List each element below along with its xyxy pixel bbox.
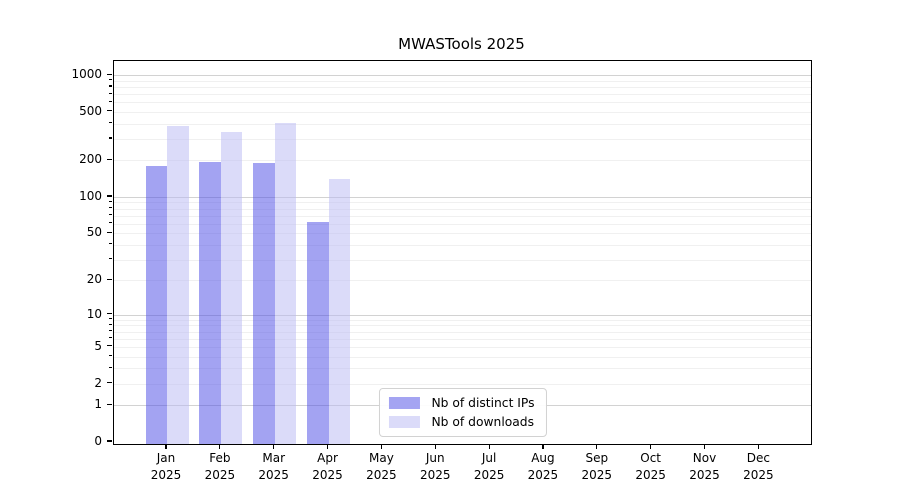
x-axis-label: Aug 2025 <box>527 451 559 482</box>
x-axis-label: Sep 2025 <box>581 451 613 482</box>
y-axis-label: 50 <box>86 225 102 240</box>
y-axis-minor-tick <box>109 79 112 81</box>
y-axis-minor-tick <box>109 323 112 325</box>
y-axis-minor-tick <box>109 318 112 320</box>
minor-gridline <box>114 86 811 88</box>
y-axis-label: 200 <box>79 152 102 167</box>
x-axis-label: Oct 2025 <box>635 451 666 482</box>
y-axis-minor-tick <box>109 207 112 209</box>
y-axis-tick <box>107 382 112 384</box>
y-axis-tick <box>107 345 112 347</box>
legend-swatch-distinct-ips-icon <box>388 397 420 409</box>
y-axis-tick <box>107 278 112 280</box>
y-axis-tick <box>107 73 112 75</box>
y-axis-tick <box>107 231 112 233</box>
y-axis-minor-tick <box>109 355 112 357</box>
y-axis-minor-tick <box>109 243 112 245</box>
y-axis-minor-tick <box>109 366 112 369</box>
y-axis-minor-tick <box>109 337 112 339</box>
y-axis-minor-tick <box>109 137 112 139</box>
y-axis-label: 100 <box>79 188 102 203</box>
legend: Nb of distinct IPs Nb of downloads <box>378 388 547 437</box>
y-axis-minor-tick <box>109 100 112 102</box>
y-axis-label: 20 <box>86 272 102 287</box>
minor-gridline <box>114 102 811 104</box>
y-axis-label: 2 <box>94 375 102 390</box>
x-axis-label: Nov 2025 <box>689 451 720 482</box>
bar-distinct-ips-apr <box>307 221 329 444</box>
major-gridline <box>114 75 811 77</box>
minor-gridline <box>114 94 811 96</box>
y-axis-label: 1000 <box>71 67 102 82</box>
y-axis-tick <box>107 195 112 197</box>
y-axis-minor-tick <box>109 258 112 260</box>
bar-downloads-jan <box>167 126 189 444</box>
plot-area: Nb of distinct IPs Nb of downloads <box>113 60 812 445</box>
bar-downloads-feb <box>220 131 243 444</box>
y-axis-tick <box>107 313 112 315</box>
chart-title: MWASTools 2025 <box>398 35 525 53</box>
x-axis-label: Apr 2025 <box>312 451 343 482</box>
legend-swatch-downloads-icon <box>388 416 420 428</box>
bar-distinct-ips-jan <box>145 165 167 444</box>
y-axis-minor-tick <box>109 92 112 94</box>
x-axis-label: Jul 2025 <box>473 451 505 482</box>
y-axis-minor-tick <box>109 200 112 203</box>
minor-gridline <box>114 111 811 113</box>
y-axis-label: 1 <box>94 397 102 412</box>
y-axis-tick <box>107 440 112 442</box>
minor-gridline <box>114 123 811 125</box>
bar-downloads-apr <box>328 178 351 444</box>
legend-label-downloads: Nb of downloads <box>431 415 535 429</box>
bar-downloads-mar <box>274 122 297 444</box>
bar-distinct-ips-feb <box>199 161 221 444</box>
y-axis-tick <box>107 110 112 112</box>
y-axis-minor-tick <box>109 222 112 224</box>
x-axis-label: Jun 2025 <box>419 451 451 482</box>
legend-item-downloads: Nb of downloads <box>388 415 534 429</box>
minor-gridline <box>114 138 811 140</box>
x-axis-label: Feb 2025 <box>204 451 236 482</box>
y-axis-tick <box>107 158 112 160</box>
x-axis-label: Mar 2025 <box>258 451 289 482</box>
legend-label-distinct-ips: Nb of distinct IPs <box>431 396 535 410</box>
y-axis-tick <box>107 403 112 405</box>
legend-item-distinct-ips: Nb of distinct IPs <box>388 396 535 410</box>
y-axis-label: 5 <box>94 338 102 353</box>
bar-distinct-ips-mar <box>253 162 275 444</box>
x-axis-label: Jan 2025 <box>150 451 182 482</box>
y-axis-minor-tick <box>109 85 112 87</box>
y-axis-minor-tick <box>109 330 112 332</box>
x-axis-label: May 2025 <box>366 451 397 482</box>
minor-gridline <box>114 80 811 82</box>
y-axis-label: 0 <box>94 434 102 448</box>
x-axis-label: Dec 2025 <box>743 451 774 482</box>
y-axis-minor-tick <box>109 214 112 216</box>
y-axis-label: 500 <box>79 103 102 118</box>
y-axis-minor-tick <box>109 122 112 124</box>
y-axis-label: 10 <box>86 306 102 321</box>
